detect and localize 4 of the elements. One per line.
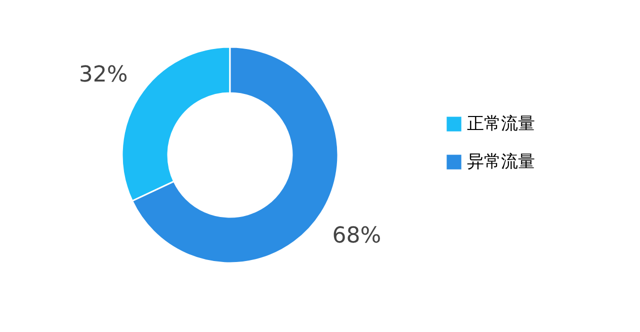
legend-label: 正常流量 [467,114,535,134]
data-label: 32% [78,62,128,88]
data-label: 68% [332,223,382,248]
legend-label: 异常流量 [467,152,535,172]
